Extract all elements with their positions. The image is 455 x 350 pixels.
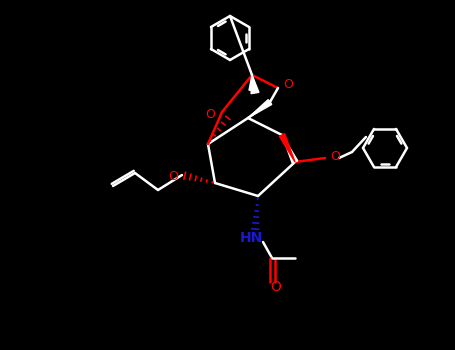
Text: HN: HN	[239, 231, 263, 245]
Polygon shape	[251, 75, 259, 94]
Polygon shape	[279, 134, 295, 162]
Text: O: O	[271, 280, 282, 294]
Text: O: O	[205, 107, 215, 120]
Text: O: O	[283, 78, 293, 91]
Text: O: O	[168, 169, 178, 182]
Polygon shape	[248, 99, 272, 118]
Polygon shape	[249, 75, 257, 90]
Text: O: O	[330, 149, 340, 162]
Polygon shape	[282, 135, 298, 163]
